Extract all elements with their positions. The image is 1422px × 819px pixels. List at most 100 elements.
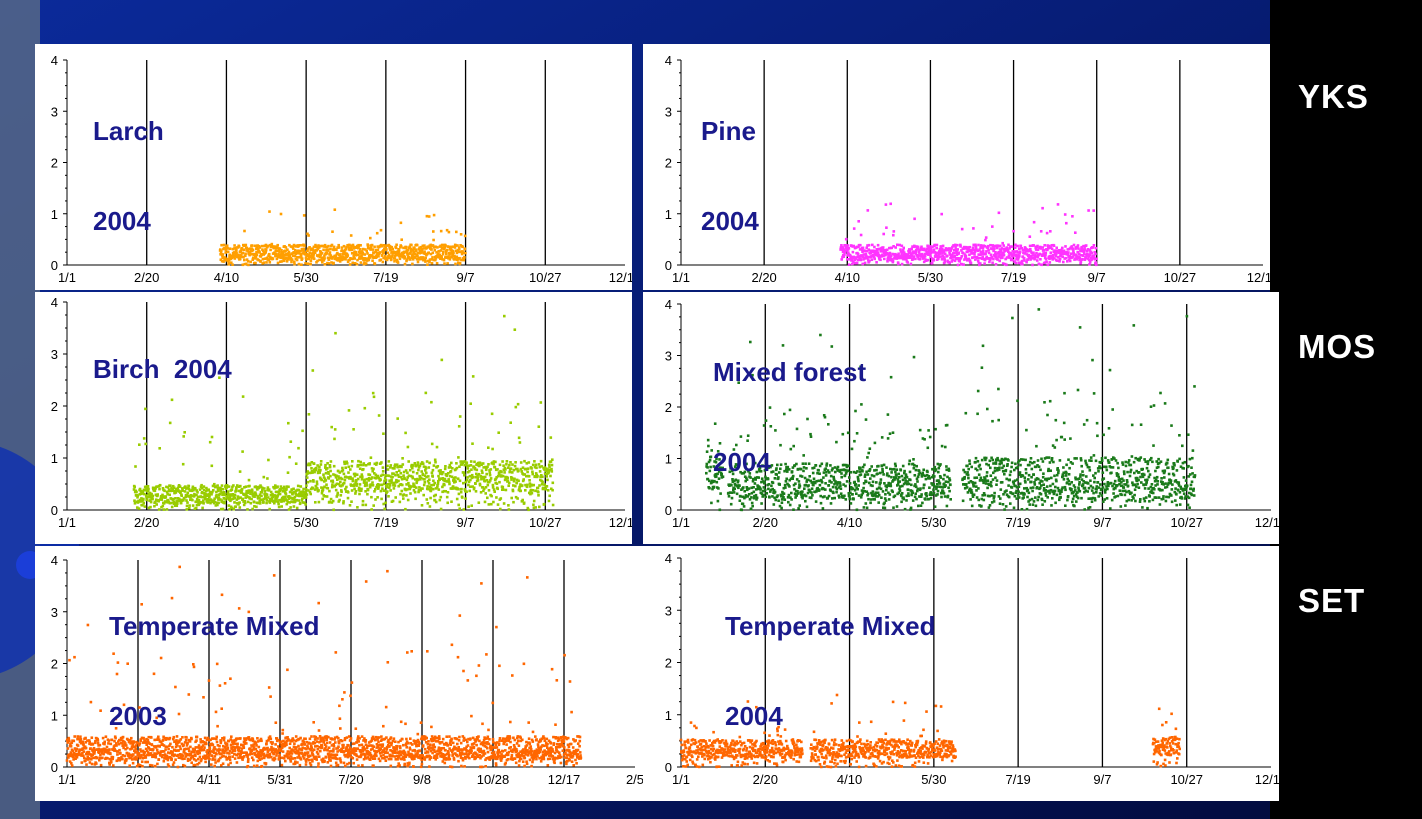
data-point bbox=[161, 487, 165, 490]
data-point bbox=[1046, 248, 1049, 252]
data-point bbox=[916, 489, 919, 493]
data-point bbox=[484, 468, 488, 472]
data-point bbox=[939, 485, 943, 489]
data-point bbox=[264, 251, 267, 254]
data-point bbox=[353, 483, 356, 486]
data-point bbox=[463, 463, 466, 467]
data-point bbox=[166, 492, 169, 496]
data-point bbox=[1022, 256, 1026, 260]
data-point bbox=[288, 255, 291, 258]
data-point bbox=[339, 494, 343, 497]
data-point bbox=[428, 258, 432, 261]
data-point bbox=[921, 471, 924, 475]
data-point bbox=[835, 440, 838, 444]
data-point bbox=[341, 484, 344, 487]
data-point bbox=[372, 251, 375, 255]
data-point bbox=[335, 474, 338, 478]
data-point bbox=[461, 496, 464, 499]
data-point bbox=[744, 495, 747, 499]
data-point bbox=[306, 249, 309, 253]
data-point bbox=[1005, 477, 1008, 481]
data-point bbox=[231, 263, 234, 266]
data-point bbox=[395, 478, 398, 482]
data-point bbox=[441, 471, 445, 474]
data-point bbox=[440, 477, 443, 480]
data-point bbox=[524, 489, 527, 492]
data-point bbox=[191, 485, 195, 489]
y-tick-label: 4 bbox=[665, 297, 672, 312]
data-point bbox=[344, 247, 348, 251]
data-point bbox=[1005, 256, 1009, 259]
data-point bbox=[279, 260, 282, 263]
data-point bbox=[877, 493, 881, 497]
data-point bbox=[886, 437, 890, 440]
data-point bbox=[457, 425, 461, 428]
data-point bbox=[375, 255, 378, 259]
data-point bbox=[932, 259, 936, 262]
data-point bbox=[1086, 253, 1090, 256]
data-point bbox=[1016, 478, 1019, 481]
data-point bbox=[1048, 491, 1051, 495]
data-point bbox=[387, 495, 390, 498]
data-point bbox=[935, 482, 939, 486]
data-point bbox=[942, 477, 945, 481]
data-point bbox=[718, 508, 722, 512]
data-point bbox=[539, 401, 543, 404]
data-point bbox=[820, 479, 823, 483]
data-point bbox=[960, 249, 963, 252]
data-point bbox=[962, 483, 966, 486]
y-tick-label: 2 bbox=[665, 156, 672, 171]
data-point bbox=[1031, 489, 1034, 493]
data-point bbox=[1088, 249, 1091, 252]
x-tick-label: 7/19 bbox=[373, 515, 398, 530]
data-point bbox=[973, 252, 976, 256]
data-point bbox=[324, 466, 327, 469]
data-point bbox=[1003, 472, 1006, 476]
data-point bbox=[1083, 248, 1087, 251]
data-point bbox=[1039, 258, 1042, 261]
data-point bbox=[1042, 252, 1045, 255]
data-point bbox=[427, 215, 431, 218]
data-point bbox=[479, 475, 483, 478]
data-point bbox=[267, 488, 271, 491]
data-point bbox=[248, 497, 252, 500]
data-point bbox=[1003, 508, 1006, 511]
data-point bbox=[231, 247, 235, 251]
data-point bbox=[448, 258, 452, 261]
data-point bbox=[387, 253, 391, 257]
data-point bbox=[502, 464, 505, 467]
data-point bbox=[838, 496, 841, 499]
data-point bbox=[897, 476, 901, 479]
data-point bbox=[363, 406, 367, 410]
data-point bbox=[302, 491, 305, 494]
data-point bbox=[441, 490, 444, 494]
data-point bbox=[460, 258, 463, 262]
data-point bbox=[306, 470, 309, 473]
data-point bbox=[242, 503, 246, 507]
data-point bbox=[1048, 461, 1052, 464]
data-point bbox=[803, 493, 806, 497]
data-point bbox=[297, 499, 300, 502]
data-point bbox=[330, 485, 334, 489]
data-point bbox=[945, 465, 948, 468]
data-point bbox=[161, 493, 164, 497]
data-point bbox=[1039, 479, 1042, 483]
data-point bbox=[299, 249, 302, 253]
data-point bbox=[817, 469, 820, 472]
data-point bbox=[971, 495, 975, 498]
data-point bbox=[937, 257, 940, 261]
data-point bbox=[1051, 497, 1054, 500]
data-point bbox=[775, 467, 778, 470]
data-point bbox=[1005, 246, 1009, 249]
data-point bbox=[412, 489, 416, 492]
data-point bbox=[745, 478, 749, 481]
data-point bbox=[474, 475, 478, 479]
data-point bbox=[1007, 484, 1010, 487]
data-point bbox=[970, 252, 974, 255]
data-point bbox=[1010, 461, 1014, 465]
data-point bbox=[444, 465, 447, 468]
data-point bbox=[842, 255, 846, 258]
data-point bbox=[452, 476, 456, 480]
data-point bbox=[290, 260, 293, 264]
